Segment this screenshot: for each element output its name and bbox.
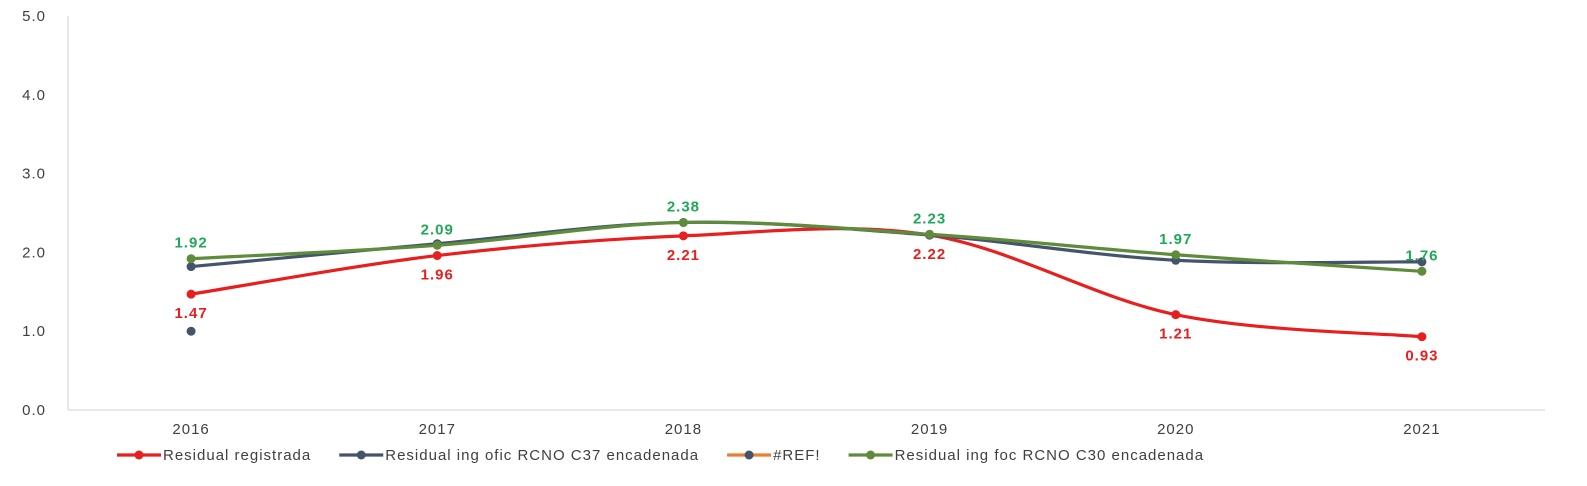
series-point <box>1417 332 1427 342</box>
series-point <box>186 289 196 299</box>
x-tick-label: 2021 <box>1403 421 1440 438</box>
legend-item-0: Residual registrada <box>117 447 311 464</box>
series-0 <box>186 227 1427 342</box>
x-tick-label: 2017 <box>419 421 456 438</box>
series-layer <box>186 217 1427 342</box>
data-label: 2.38 <box>667 198 700 215</box>
x-tick-label: 2019 <box>911 421 948 438</box>
series-point <box>678 231 688 241</box>
legend-swatch-marker <box>356 450 366 460</box>
y-tick-label: 3.0 <box>22 166 46 183</box>
y-tick-label: 1.0 <box>22 323 46 340</box>
series-point <box>1171 310 1181 320</box>
data-label: 1.97 <box>1159 231 1192 248</box>
series-line <box>190 220 1423 273</box>
legend-swatch-marker <box>866 450 876 460</box>
series-line <box>190 227 1423 339</box>
series-point <box>1417 257 1427 267</box>
y-tick-label: 0.0 <box>22 402 46 419</box>
data-label: 1.21 <box>1159 326 1192 343</box>
data-label: 0.93 <box>1405 348 1438 365</box>
y-tick-label: 5.0 <box>22 8 46 25</box>
series-point <box>925 229 935 239</box>
axes: 0.0 1.0 2.0 3.0 4.0 5.0 2016 2017 2018 2019 2020 20… <box>22 8 1545 438</box>
legend-item-2: #REF! <box>727 447 821 464</box>
y-tick-label: 4.0 <box>22 87 46 104</box>
series-point <box>186 262 196 272</box>
series-2 <box>186 326 196 336</box>
x-tick-label: 2020 <box>1157 421 1194 438</box>
series-point <box>678 217 688 227</box>
series-point <box>186 326 196 336</box>
legend-swatch-marker <box>744 450 754 460</box>
series-3 <box>186 217 1427 276</box>
data-label: 1.92 <box>174 235 207 252</box>
legend-label: Residual registrada <box>163 447 311 464</box>
legend-label: #REF! <box>773 447 821 464</box>
series-point <box>432 240 442 250</box>
legend-item-3: Residual ing foc RCNO C30 encadenada <box>848 447 1205 464</box>
series-point <box>1171 250 1181 260</box>
data-label: 2.21 <box>667 247 700 264</box>
x-tick-label: 2016 <box>172 421 209 438</box>
series-point <box>432 251 442 261</box>
legend-swatch-marker <box>134 450 144 460</box>
series-point <box>1417 266 1427 276</box>
legend-label: Residual ing ofic RCNO C37 encadenada <box>385 447 699 464</box>
data-label: 1.76 <box>1405 247 1438 264</box>
data-label: 1.47 <box>174 305 207 322</box>
data-label: 2.23 <box>913 210 946 227</box>
data-label: 1.96 <box>421 267 454 284</box>
data-label: 2.09 <box>421 221 454 238</box>
legend: Residual registrada Residual ing ofic RCN… <box>117 447 1205 464</box>
y-tick-label: 2.0 <box>22 244 46 261</box>
legend-item-1: Residual ing ofic RCNO C37 encadenada <box>339 447 699 464</box>
data-label: 2.22 <box>913 246 946 263</box>
series-point <box>186 254 196 264</box>
legend-label: Residual ing foc RCNO C30 encadenada <box>895 447 1205 464</box>
x-tick-label: 2018 <box>665 421 702 438</box>
data-labels: 1.47 1.96 2.21 2.22 1.21 0.93 1.92 2.09 2.38 2.23… <box>174 198 1438 365</box>
